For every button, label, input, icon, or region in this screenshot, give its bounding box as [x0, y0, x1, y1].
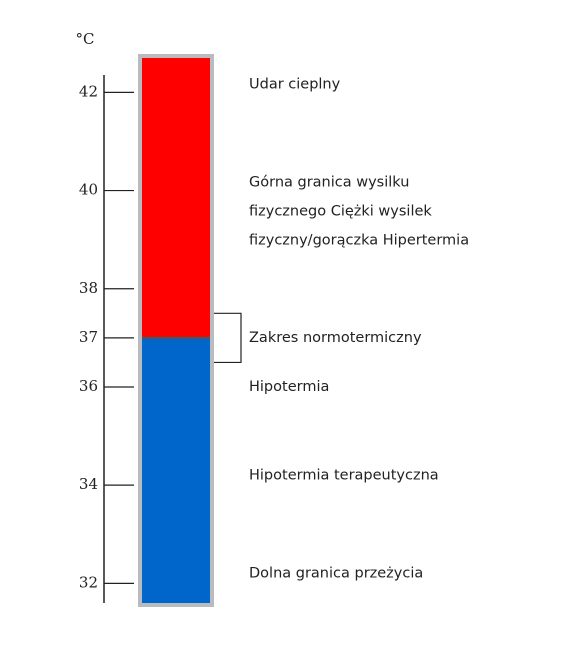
y-tick-label: 36 — [79, 377, 98, 395]
unit-label: °C — [76, 30, 95, 48]
annotation: fizycznego Ciężki wysilek — [249, 204, 432, 220]
y-tick-label: 42 — [79, 82, 98, 100]
band — [142, 337, 210, 603]
annotation: Zakres normotermiczny — [249, 330, 422, 346]
y-tick-label: 32 — [79, 573, 98, 591]
y-tick-label: 37 — [79, 328, 98, 346]
bracket — [214, 312, 242, 364]
annotation: Hipotermia — [249, 379, 329, 395]
annotation: Hipotermia terapeutyczna — [249, 467, 439, 483]
annotation: fizyczny/gorączka Hipertermia — [249, 233, 469, 249]
band — [142, 58, 210, 338]
y-tick-label: 38 — [79, 279, 98, 297]
annotation: Górna granica wysilku — [249, 175, 409, 191]
y-tick-label: 34 — [79, 475, 98, 493]
annotation: Dolna granica przeżycia — [249, 566, 423, 582]
y-tick-label: 40 — [79, 181, 98, 199]
annotation: Udar cieplny — [249, 77, 341, 93]
